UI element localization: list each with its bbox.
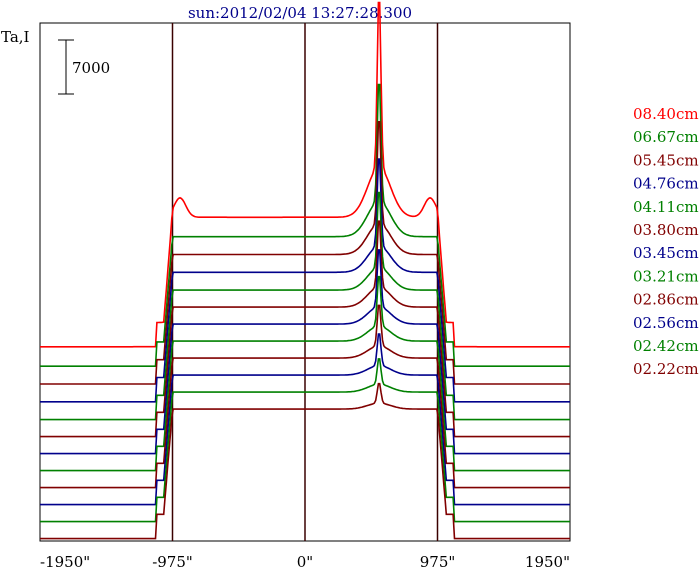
series-line-04.11cm <box>40 191 570 421</box>
legend-entry: 06.67cm <box>633 128 699 146</box>
x-tick-label: -1950" <box>40 553 90 571</box>
y-axis-label: Ta,I <box>1 28 30 46</box>
series-group <box>40 1 570 540</box>
chart-title: sun:2012/02/04 13:27:28.300 <box>188 4 412 22</box>
series-line-05.45cm <box>40 121 570 385</box>
series-line-02.42cm <box>40 358 570 523</box>
series-line-04.76cm <box>40 158 570 403</box>
legend-entry: 03.45cm <box>633 244 699 262</box>
legend-entry: 03.80cm <box>633 221 699 239</box>
x-tick-label: 1950" <box>525 553 570 571</box>
legend-entry: 08.40cm <box>633 105 699 123</box>
legend-entry: 05.45cm <box>633 151 699 169</box>
legend-entry: 02.42cm <box>633 337 699 355</box>
legend-entry: 02.22cm <box>633 360 699 378</box>
legend-entry: 02.86cm <box>633 291 699 309</box>
series-line-02.56cm <box>40 333 570 506</box>
scale-bar-label: 7000 <box>72 59 110 77</box>
series-line-03.21cm <box>40 275 570 472</box>
legend: 08.40cm 06.67cm 05.45cm 04.76cm 04.11cm 03.80… <box>633 105 699 378</box>
legend-entry: 04.11cm <box>633 198 699 216</box>
x-axis-ticks: -1950" -975" 0" 975" 1950" <box>40 553 570 571</box>
scale-bar: 7000 <box>58 39 110 95</box>
legend-entry: 03.21cm <box>633 267 699 285</box>
series-line-08.40cm <box>40 1 570 348</box>
series-line-03.80cm <box>40 220 570 438</box>
series-line-02.86cm <box>40 304 570 489</box>
series-line-06.67cm <box>40 83 570 367</box>
series-line-03.45cm <box>40 249 570 455</box>
x-tick-label: 975" <box>420 553 456 571</box>
legend-entry: 02.56cm <box>633 314 699 332</box>
series-line-02.22cm <box>40 382 570 540</box>
x-tick-label: -975" <box>152 553 193 571</box>
legend-entry: 04.76cm <box>633 175 699 193</box>
vertical-reference-lines <box>171 23 439 541</box>
x-tick-label: 0" <box>297 553 313 571</box>
